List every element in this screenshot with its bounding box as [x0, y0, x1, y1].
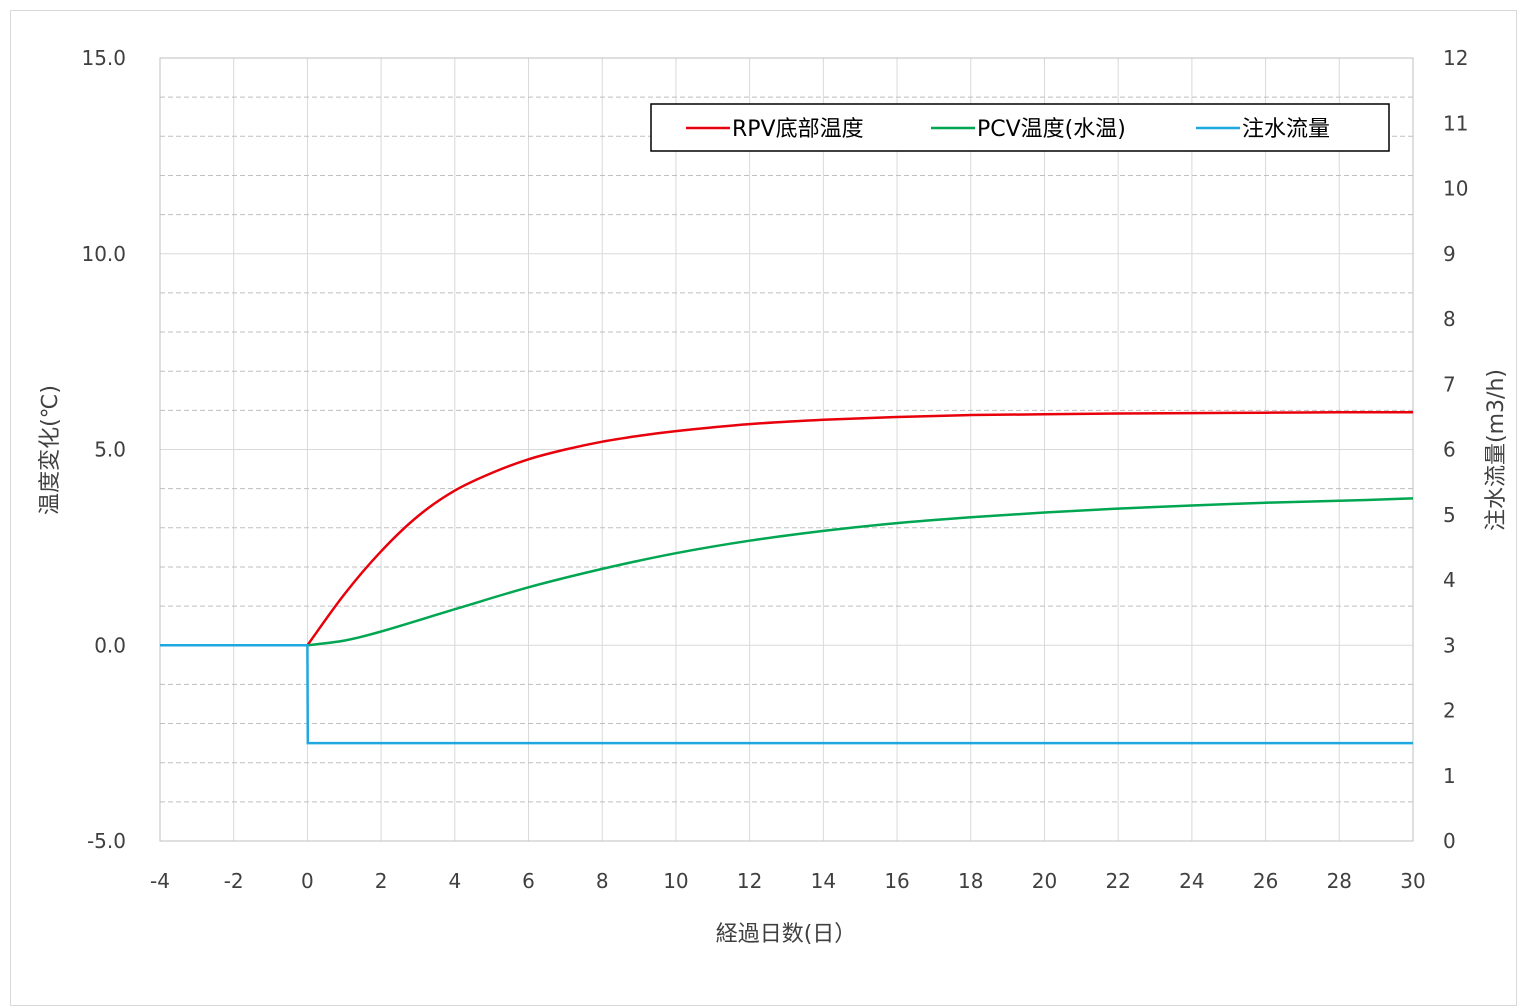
y-left-axis-title: 温度変化(℃)	[38, 385, 63, 515]
y-right-tick-label: 6	[1443, 438, 1456, 462]
x-tick-label: 8	[596, 869, 609, 893]
y-right-tick-label: 3	[1443, 633, 1456, 657]
y-right-tick-label: 4	[1443, 568, 1456, 592]
y-left-tick-label: 0.0	[94, 633, 126, 657]
x-tick-label: 18	[958, 869, 983, 893]
legend-label-0: RPV底部温度	[732, 117, 864, 142]
legend-box	[650, 103, 1390, 152]
legend: RPV底部温度 PCV温度(水温) 注水流量	[650, 103, 1390, 152]
x-tick-label: 16	[884, 869, 909, 893]
legend-label-2: 注水流量	[1242, 117, 1330, 142]
series-line-0	[306, 411, 1414, 647]
y-right-axis-title: 注水流量(m3/h)	[1484, 369, 1509, 531]
y-right-tick-label: 11	[1443, 111, 1468, 135]
y-right-tick-label: 10	[1443, 177, 1468, 201]
x-tick-label: 22	[1105, 869, 1130, 893]
y-right-tick-label: 1	[1443, 764, 1456, 788]
x-tick-label: 14	[811, 869, 836, 893]
grid-lines	[159, 57, 1414, 842]
x-axis-title: 経過日数(日）	[716, 922, 857, 947]
x-tick-label: 10	[663, 869, 688, 893]
y-left-tick-label: 5.0	[94, 438, 126, 462]
series-group	[160, 411, 1414, 745]
y-right-tick-label: 2	[1443, 699, 1456, 723]
x-tick-label: 24	[1179, 869, 1204, 893]
y-right-tick-label: 7	[1443, 372, 1456, 396]
x-tick-label: 20	[1032, 869, 1057, 893]
x-axis-ticks: -4 -2 0 2 4 6 8 10 12 14 16 18 20 22 24 26 28 30	[150, 869, 1426, 893]
x-tick-label: 4	[448, 869, 461, 893]
y-right-tick-label: 12	[1443, 46, 1468, 70]
chart-frame	[10, 10, 1517, 1006]
y-right-tick-label: 5	[1443, 503, 1456, 527]
y-left-tick-label: -5.0	[87, 829, 126, 853]
y-left-axis-ticks: -5.0 0.0 5.0 10.0 15.0	[81, 46, 126, 853]
x-tick-label: 26	[1253, 869, 1278, 893]
x-tick-label: 0	[301, 869, 314, 893]
x-tick-label: 30	[1400, 869, 1425, 893]
series-line-2	[160, 644, 1413, 745]
y-left-tick-label: 15.0	[81, 46, 126, 70]
x-tick-label: 2	[375, 869, 388, 893]
y-right-tick-label: 0	[1443, 829, 1456, 853]
x-tick-label: -2	[224, 869, 244, 893]
x-tick-label: 12	[737, 869, 762, 893]
plot-area	[159, 57, 1414, 842]
y-left-tick-label: 10.0	[81, 242, 126, 266]
x-tick-label: -4	[150, 869, 170, 893]
series-line-1	[307, 497, 1414, 647]
x-tick-label: 28	[1327, 869, 1352, 893]
legend-label-1: PCV温度(水温)	[977, 117, 1126, 142]
x-tick-label: 6	[522, 869, 535, 893]
y-right-tick-label: 8	[1443, 307, 1456, 331]
y-right-tick-label: 9	[1443, 242, 1456, 266]
